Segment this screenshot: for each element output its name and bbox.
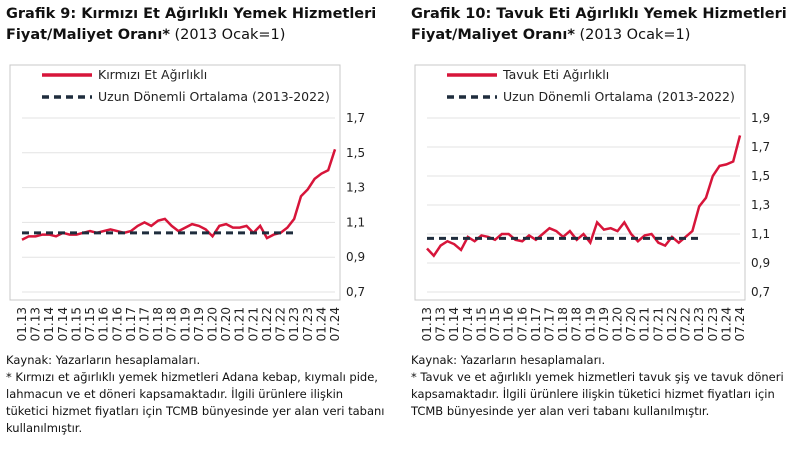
x-tick-label: 01.22 [665,307,679,341]
x-tick-label: 07.22 [274,307,288,341]
x-tick-label: 01.17 [124,307,138,341]
x-tick-label: 07.14 [461,307,475,341]
x-tick-label: 07.20 [219,307,233,341]
x-tick-label: 07.17 [137,307,151,341]
y-tick-label: 0,7 [346,285,365,299]
note: * Kırmızı et ağırlıklı yemek hizmetleri … [6,370,385,435]
chart-title: Grafik 10: Tavuk Eti Ağırlıklı Yemek Hiz… [411,6,787,43]
x-tick-label: 01.23 [692,307,706,341]
chart-title: Grafik 9: Kırmızı Et Ağırlıklı Yemek Hiz… [6,6,377,43]
chart-title-block: Grafik 9: Kırmızı Et Ağırlıklı Yemek Hiz… [6,4,391,46]
x-tick-label: 07.21 [246,307,260,341]
x-tick-label: 07.18 [570,307,584,341]
chart-panel: Grafik 10: Tavuk Eti Ağırlıklı Yemek Hiz… [405,0,797,455]
y-tick-label: 1,7 [751,140,770,154]
y-tick-label: 1,5 [751,169,770,183]
y-tick-label: 0,7 [751,285,770,299]
y-tick-label: 0,9 [751,256,770,270]
y-tick-label: 1,1 [346,215,365,229]
x-tick-label: 07.18 [165,307,179,341]
x-tick-label: 01.20 [206,307,220,341]
note: Kaynak: Yazarların hesaplamaları. [411,353,606,367]
x-tick-label: 01.18 [151,307,165,341]
x-tick-label: 01.18 [556,307,570,341]
x-tick-label: 07.16 [515,307,529,341]
x-tick-label: 07.21 [651,307,665,341]
plot-frame [9,64,341,301]
legend-label: Uzun Dönemli Ortalama (2013-2022) [503,89,735,104]
x-tick-label: 01.15 [69,307,83,341]
x-tick-label: 07.24 [733,307,747,341]
chart-subtitle: (2013 Ocak=1) [579,27,691,43]
x-tick-label: 01.16 [502,307,516,341]
y-tick-label: 1,9 [751,111,770,125]
notes: Kaynak: Yazarların hesaplamaları. * Tavuk… [411,352,791,420]
chart-title-block: Grafik 10: Tavuk Eti Ağırlıklı Yemek Hiz… [411,4,796,46]
x-tick-label: 01.24 [719,307,733,341]
y-tick-label: 1,7 [346,111,365,125]
chart-panel: Grafik 9: Kırmızı Et Ağırlıklı Yemek Hiz… [0,0,392,455]
legend-label: Uzun Dönemli Ortalama (2013-2022) [98,89,330,104]
x-tick-label: 07.13 [29,307,43,341]
chart: 0,70,91,11,31,51,71,901.13 07.13 01.14 07.1… [414,64,770,341]
y-tick-label: 1,1 [751,227,770,241]
x-tick-label: 01.19 [178,307,192,341]
legend-label: Kırmızı Et Ağırlıklı [98,67,207,82]
x-tick-label: 01.13 [420,307,434,341]
chart: 0,70,91,11,31,51,701.13 07.13 01.14 07.14 01… [9,64,365,341]
x-tick-label: 01.21 [638,307,652,341]
x-tick-label: 01.14 [42,307,56,341]
x-tick-label: 07.17 [542,307,556,341]
series-line [21,148,337,241]
note: * Tavuk ve et ağırlıklı yemek hizmetleri… [411,370,784,418]
x-tick-label: 07.20 [624,307,638,341]
x-tick-label: 07.14 [56,307,70,341]
x-tick-label: 07.15 [488,307,502,341]
note: Kaynak: Yazarların hesaplamaları. [6,353,201,367]
x-tick-label: 07.16 [110,307,124,341]
x-tick-label: 01.20 [611,307,625,341]
chart-subtitle: (2013 Ocak=1) [174,27,286,43]
x-tick-label: 01.17 [529,307,543,341]
legend-label: Tavuk Eti Ağırlıklı [502,67,609,82]
x-tick-label: 07.24 [328,307,342,341]
x-tick-label: 07.22 [679,307,693,341]
x-tick-label: 01.24 [314,307,328,341]
x-tick-label: 07.19 [192,307,206,341]
x-tick-label: 01.14 [447,307,461,341]
x-tick-label: 01.23 [287,307,301,341]
x-tick-label: 01.21 [233,307,247,341]
y-tick-label: 0,9 [346,250,365,264]
notes: Kaynak: Yazarların hesaplamaları. * Kırmı… [6,352,386,437]
x-tick-label: 01.22 [260,307,274,341]
x-tick-label: 01.19 [583,307,597,341]
x-tick-label: 07.19 [597,307,611,341]
x-tick-label: 01.16 [97,307,111,341]
x-tick-label: 01.13 [15,307,29,341]
plot-frame [414,64,746,301]
x-tick-label: 07.13 [434,307,448,341]
y-tick-label: 1,3 [346,181,365,195]
y-tick-label: 1,3 [751,198,770,212]
x-tick-label: 01.15 [474,307,488,341]
x-tick-label: 07.15 [83,307,97,341]
y-tick-label: 1,5 [346,146,365,160]
x-tick-label: 07.23 [706,307,720,341]
x-tick-label: 07.23 [301,307,315,341]
